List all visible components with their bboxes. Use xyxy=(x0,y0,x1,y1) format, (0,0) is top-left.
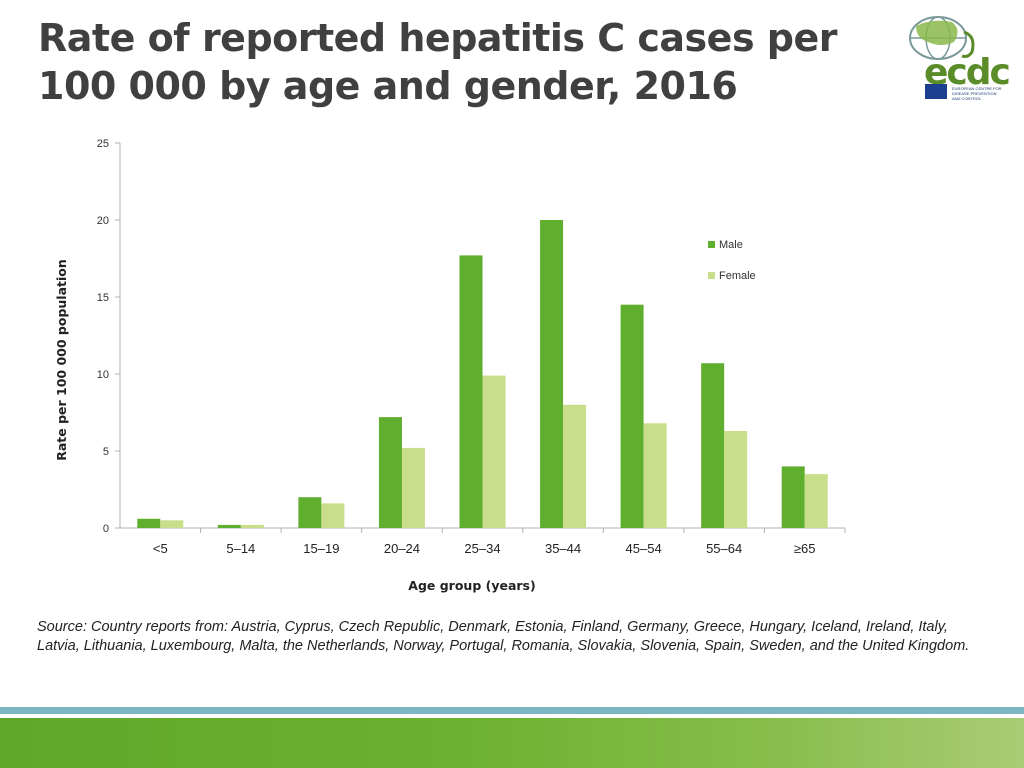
legend-swatch-female xyxy=(708,272,715,279)
bar-male-1 xyxy=(217,524,241,528)
bar-male-5 xyxy=(540,220,564,528)
page-title: Rate of reported hepatitis C cases per 1… xyxy=(38,14,858,110)
source-note: Source: Country reports from: Austria, C… xyxy=(37,619,970,654)
bar-male-3 xyxy=(378,417,402,528)
y-tick-label-0: 0 xyxy=(103,523,109,535)
x-tick-label-6: 45–54 xyxy=(626,541,662,556)
eu-flag-icon xyxy=(925,84,947,99)
bar-male-4 xyxy=(459,255,483,529)
bar-chart: 0 5 10 15 20 25 <5 5–14 15–19 20–24 25–34 35–44 45–5… xyxy=(54,138,846,593)
bar-female-1 xyxy=(240,524,264,528)
legend-swatch-male xyxy=(708,241,715,248)
x-tick-label-3: 20–24 xyxy=(384,541,420,556)
y-axis-title: Rate per 100 000 population xyxy=(54,259,69,461)
bar-female-3 xyxy=(401,447,425,528)
bar-female-8 xyxy=(804,474,828,528)
title-line-2: 100 000 by age and gender, 2016 xyxy=(38,64,738,108)
y-tick-label-4: 20 xyxy=(97,215,109,227)
bar-female-4 xyxy=(482,375,506,528)
bar-male-0 xyxy=(137,518,161,528)
bar-female-2 xyxy=(321,503,345,528)
bar-male-8 xyxy=(781,466,805,528)
y-tick-label-1: 5 xyxy=(103,446,109,458)
footer-band-line xyxy=(0,707,1024,714)
legend-label-male: Male xyxy=(719,239,743,251)
x-tick-label-8: ≥65 xyxy=(794,541,816,556)
y-tick-label-5: 25 xyxy=(97,138,109,150)
y-tick-label-3: 15 xyxy=(97,292,109,304)
bar-female-0 xyxy=(160,520,184,528)
x-tick-label-2: 15–19 xyxy=(303,541,339,556)
legend-label-female: Female xyxy=(719,270,756,282)
bar-male-2 xyxy=(298,497,322,528)
x-tick-label-0: <5 xyxy=(153,541,168,556)
bar-female-7 xyxy=(724,430,748,528)
x-tick-label-5: 35–44 xyxy=(545,541,581,556)
bar-female-5 xyxy=(563,404,587,528)
title-line-1: Rate of reported hepatitis C cases per xyxy=(38,16,838,60)
ecdc-logo-subtitle: EUROPEAN CENTRE FOR DISEASE PREVENTION A… xyxy=(952,86,1002,101)
ecdc-globe-icon xyxy=(909,16,975,60)
footer-band-gap xyxy=(0,714,1024,718)
y-tick-label-2: 10 xyxy=(97,369,109,381)
footer-band xyxy=(0,718,1024,768)
x-axis-title: Age group (years) xyxy=(408,578,535,593)
bar-male-6 xyxy=(620,304,644,528)
x-tick-label-4: 25–34 xyxy=(464,541,500,556)
x-tick-label-7: 55–64 xyxy=(706,541,742,556)
x-tick-label-1: 5–14 xyxy=(226,541,255,556)
bar-female-6 xyxy=(643,423,667,528)
bar-male-7 xyxy=(701,363,725,528)
